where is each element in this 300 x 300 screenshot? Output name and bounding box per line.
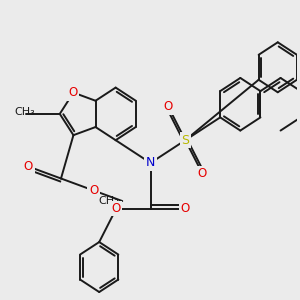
Text: O: O [164, 100, 173, 113]
Text: N: N [146, 157, 155, 169]
Text: CH₃: CH₃ [14, 107, 35, 117]
Text: O: O [198, 167, 207, 180]
Text: S: S [182, 134, 189, 147]
Text: O: O [24, 160, 33, 173]
Text: O: O [180, 202, 189, 215]
Text: O: O [89, 184, 98, 197]
Text: O: O [112, 202, 121, 215]
Text: O: O [69, 86, 78, 99]
Text: CH₃: CH₃ [98, 196, 119, 206]
